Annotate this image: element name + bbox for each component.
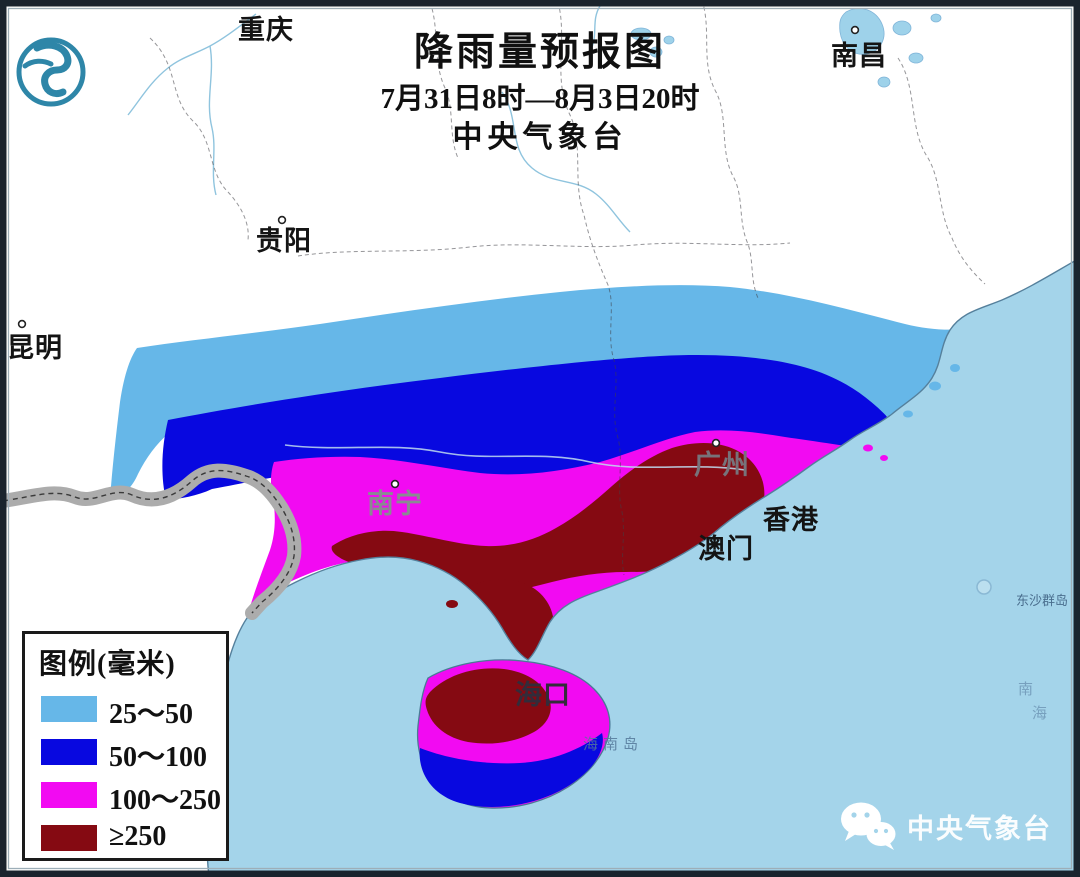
islet-magenta-1 (863, 444, 873, 452)
legend-row: ≥250 (25, 821, 226, 855)
legend-swatch-25-50 (41, 696, 97, 722)
city-label-guiyang: 贵阳 (256, 226, 312, 256)
legend-label-25-50: 25～50 (109, 699, 194, 730)
islet-lightblue-3 (903, 410, 913, 418)
legend-row: 100～250 (25, 782, 226, 816)
marker-nanning (390, 479, 400, 489)
sea-label-south-sea-1: 南 (1018, 682, 1034, 698)
sea-label-hainan-island: 海南岛 (583, 737, 644, 753)
hainan-band-250 (425, 668, 551, 744)
inner-frame-line (7, 7, 1073, 870)
legend-label-100-250: 100～250 (109, 785, 222, 816)
legend-swatch-50-100 (41, 739, 97, 765)
city-label-macau: 澳门 (698, 534, 754, 564)
lakes (630, 8, 942, 88)
marker-nanchang (850, 25, 860, 35)
city-label-nanning: 南宁 (367, 489, 423, 519)
international-border-dash (0, 469, 296, 614)
legend-swatch-100-250 (41, 782, 97, 808)
city-label-haikou: 海口 (515, 680, 571, 710)
city-label-kunming: 昆明 (7, 333, 63, 363)
city-label-guangzhou: 广州 (694, 450, 750, 480)
city-label-nanchang: 南昌 (831, 41, 887, 71)
rain-band-25-50 (110, 285, 1016, 500)
marker-guiyang (277, 215, 287, 225)
sea-label-dongsha: 东沙群岛 (1016, 593, 1069, 608)
map-title: 降雨量预报图 (413, 31, 666, 74)
legend-label-50-100: 50～100 (109, 742, 208, 773)
watermark: 中央气象台 (839, 801, 1052, 851)
wechat-icon (841, 802, 896, 850)
legend-title: 图例(毫米) (39, 649, 176, 680)
river-in-band (284, 444, 746, 471)
rain-band-250-main (331, 442, 765, 597)
marker-kunming (17, 319, 27, 329)
hainan-band-50-100 (419, 733, 603, 807)
map-agency: 中央气象台 (452, 121, 628, 155)
marker-guangzhou (711, 438, 721, 448)
city-label-hongkong: 香港 (763, 505, 819, 535)
province-boundaries (149, 0, 986, 576)
sea-label-south-sea-2: 海 (1032, 706, 1048, 722)
islet-darkred (446, 600, 458, 608)
islet-lightblue-2 (950, 364, 960, 372)
islet-magenta-2 (880, 455, 888, 461)
city-markers (17, 25, 860, 489)
cma-logo (16, 37, 86, 107)
islet-lightblue-1 (929, 381, 941, 391)
legend-swatch-250 (41, 825, 97, 851)
legend-row: 50～100 (25, 739, 226, 773)
dongsha-atoll (976, 579, 992, 595)
title-block: 降雨量预报图 7月31日8时—8月3日20时 中央气象台 (0, 30, 1080, 156)
rivers (127, 5, 631, 233)
city-label-chongqing: 重庆 (238, 15, 294, 45)
legend-row: 25～50 (25, 696, 226, 730)
legend-box: 图例(毫米) 25～50 50～100 100～250 ≥250 (22, 631, 229, 861)
legend-label-250: ≥250 (109, 821, 167, 852)
rain-band-250-leizhou (464, 579, 554, 667)
watermark-label: 中央气象台 (907, 813, 1052, 844)
map-period: 7月31日8时—8月3日20时 (380, 83, 700, 116)
coastline (205, 257, 1080, 877)
